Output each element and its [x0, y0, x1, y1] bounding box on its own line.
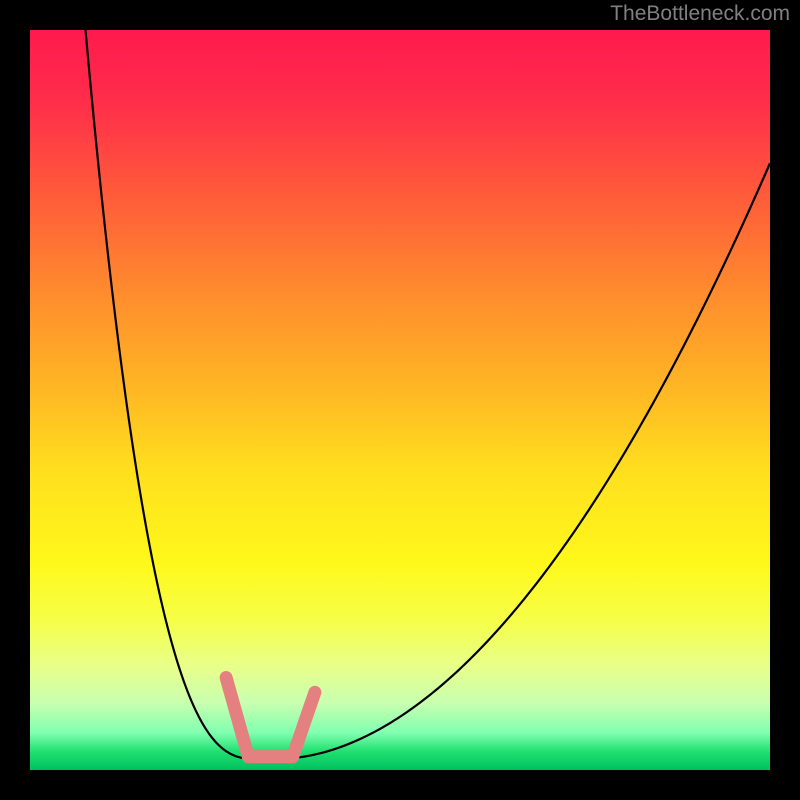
chart-svg [30, 30, 770, 770]
plot-area [30, 30, 770, 770]
gradient-background [30, 30, 770, 770]
watermark-text: TheBottleneck.com [610, 2, 790, 26]
